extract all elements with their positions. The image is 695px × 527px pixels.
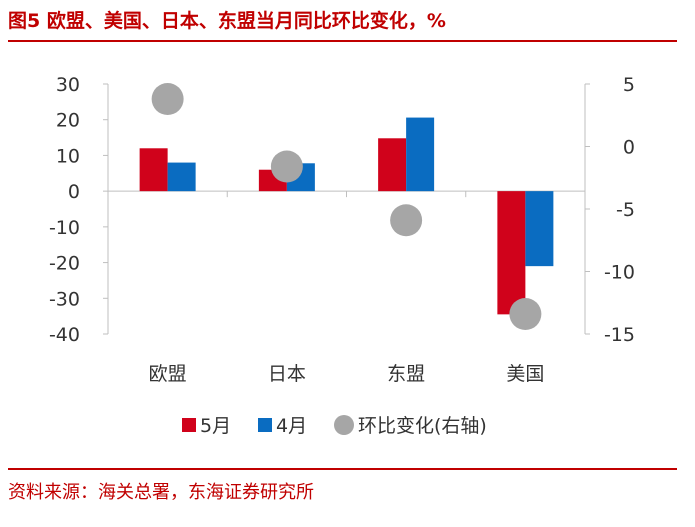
legend-marker [182, 418, 196, 432]
bar-5月-欧盟 [139, 148, 168, 192]
right-tick-label: -5 [616, 199, 635, 221]
left-tick-label: 0 [68, 181, 80, 203]
legend-marker [258, 418, 272, 432]
legend-label: 环比变化(右轴) [358, 415, 487, 437]
category-label: 美国 [506, 363, 544, 385]
point-美国 [509, 298, 542, 330]
right-tick-label: -15 [604, 324, 635, 346]
legend-label: 5月 [200, 415, 231, 437]
bars [139, 117, 554, 315]
source-divider [8, 468, 677, 470]
point-东盟 [390, 204, 423, 237]
legend-label: 4月 [276, 415, 307, 437]
legend-marker [334, 415, 354, 435]
left-tick-label: 10 [56, 145, 80, 167]
bar-4月-东盟 [406, 117, 435, 192]
source-note: 资料来源：海关总署，东海证券研究所 [8, 482, 314, 503]
right-tick-label: 5 [623, 74, 635, 96]
bar-5月-美国 [497, 191, 526, 315]
bar-5月-东盟 [378, 138, 407, 192]
left-tick-label: 30 [56, 74, 80, 96]
legend: 5月 4月 环比变化(右轴) [182, 415, 487, 437]
chart: 30 20 10 0 -10 -20 -30 -40 5 0 -5 -10 -15 欧盟 日本 东盟 美国 5月… [49, 74, 635, 437]
left-tick-label: -40 [49, 324, 80, 346]
left-tick-label: -30 [49, 288, 80, 310]
left-tick-label: -10 [49, 217, 80, 239]
title-divider [8, 40, 677, 42]
right-tick-label: 0 [623, 137, 635, 159]
category-label: 欧盟 [149, 363, 187, 385]
left-tick-label: 20 [56, 110, 80, 132]
tick-labels: 30 20 10 0 -10 -20 -30 -40 5 0 -5 -10 -15 欧盟 日本 东盟 美国 [49, 74, 635, 385]
category-label: 东盟 [387, 363, 425, 385]
category-label: 日本 [268, 363, 306, 385]
chart-title: 图5 欧盟、美国、日本、东盟当月同比环比变化，% [8, 10, 446, 32]
right-tick-label: -10 [604, 262, 635, 284]
left-tick-label: -20 [49, 253, 80, 275]
points [151, 83, 542, 330]
bar-4月-欧盟 [167, 162, 196, 192]
point-日本 [270, 150, 303, 183]
bar-4月-美国 [525, 191, 554, 267]
point-欧盟 [151, 83, 184, 115]
